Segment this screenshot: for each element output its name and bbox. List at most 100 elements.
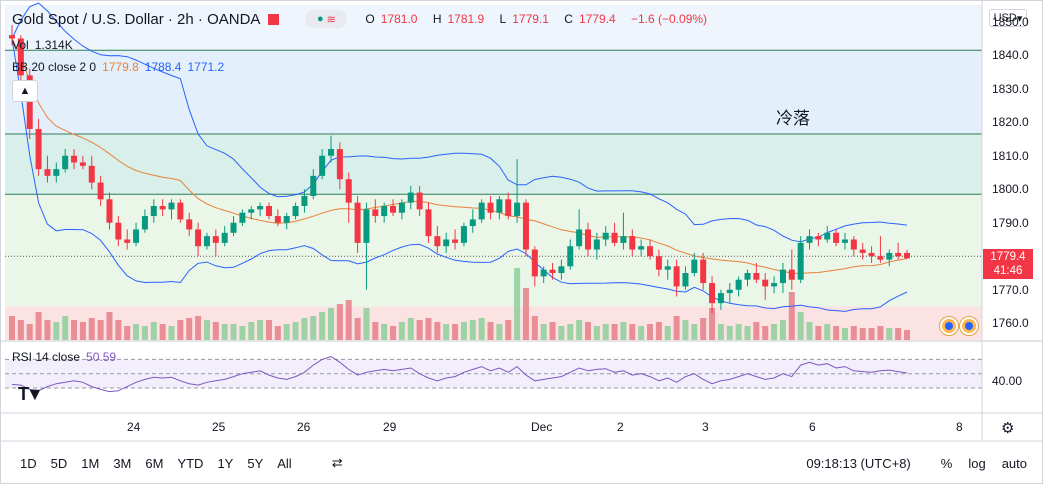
volume-bar — [850, 326, 857, 340]
candle-body — [904, 252, 910, 259]
timeframe-all[interactable]: All — [277, 455, 292, 471]
volume-bar — [79, 322, 86, 340]
symbol-legend[interactable]: Gold Spot / U.S. Dollar · 2h · OANDA ● ≋… — [12, 10, 713, 28]
candle-body — [558, 266, 565, 273]
volume-bar — [833, 326, 840, 340]
timeframe-1m[interactable]: 1M — [81, 455, 100, 471]
volume-bar — [390, 326, 397, 340]
bb-legend[interactable]: BB 20 close 2 0 1779.8 1788.4 1771.2 — [12, 60, 225, 74]
candle-body — [584, 229, 591, 250]
log-toggle[interactable]: log — [968, 455, 986, 471]
volume-bar — [292, 322, 299, 340]
volume-bar — [886, 328, 893, 340]
candle-body — [239, 212, 246, 223]
volume-bar — [859, 328, 866, 340]
rsi-line — [11, 356, 908, 393]
volume-legend[interactable]: Vol 1.314K — [12, 38, 73, 52]
bb-lower-line — [11, 38, 908, 312]
candle-body — [576, 229, 583, 247]
date-range-icon[interactable]: ⇄ — [331, 455, 343, 470]
volume-bar — [638, 326, 645, 340]
time-tick-label: 29 — [383, 420, 397, 434]
candle-body — [478, 202, 485, 220]
price-tick-label: 1840.0 — [992, 48, 1029, 63]
price-tick-label: 1770.0 — [992, 282, 1029, 297]
volume-bar — [673, 316, 680, 340]
candle-body — [647, 246, 654, 257]
candle-body — [868, 252, 875, 257]
candle-body — [850, 239, 857, 250]
volume-bar — [717, 324, 724, 340]
timeframe-3m[interactable]: 3M — [113, 455, 132, 471]
volume-bar — [434, 322, 441, 340]
volume-bar — [141, 326, 148, 340]
rsi-band — [5, 359, 982, 388]
compare-icon[interactable]: ● ≋ — [305, 10, 348, 28]
candle-body — [744, 273, 751, 280]
flag-icon[interactable] — [268, 13, 280, 25]
volume-bar — [682, 320, 689, 340]
gear-icon[interactable]: ⚙ — [1001, 420, 1015, 437]
percent-toggle[interactable]: % — [940, 455, 953, 471]
volume-bar — [62, 316, 69, 340]
timeframe-6m[interactable]: 6M — [145, 455, 164, 471]
earnings-icon[interactable] — [960, 317, 978, 335]
volume-bar — [762, 326, 769, 340]
candle-body — [620, 236, 627, 243]
zone-band — [5, 133, 982, 195]
timeframe-1d[interactable]: 1D — [20, 455, 37, 471]
volume-bar — [283, 324, 290, 340]
volume-bar — [735, 324, 742, 340]
candle-body — [655, 256, 662, 270]
volume-bar — [904, 330, 910, 340]
candle-body — [336, 149, 343, 180]
chart-annotation: 冷落 — [776, 109, 810, 128]
candle-body — [469, 219, 476, 227]
volume-bar — [460, 322, 467, 340]
candle-body — [274, 216, 281, 223]
tradingview-logo-icon[interactable]: T▼ — [18, 384, 44, 404]
timeframe-5y[interactable]: 5Y — [247, 455, 264, 471]
candle-body — [71, 155, 78, 163]
volume-bar — [35, 312, 42, 340]
zone-band — [5, 194, 982, 307]
price-tick-label: 1810.0 — [992, 148, 1029, 163]
candle-body — [611, 232, 618, 243]
volume-bar — [602, 324, 609, 340]
currency-selector[interactable]: USD ▾ — [989, 9, 1027, 27]
candle-body — [248, 209, 255, 213]
candle-body — [593, 239, 600, 250]
volume-bar — [168, 326, 175, 340]
price-tick-label: 1760.0 — [992, 316, 1029, 331]
volume-bar — [354, 318, 361, 340]
candle-body — [354, 202, 361, 243]
volume-bar — [753, 322, 760, 340]
timeframe-ytd[interactable]: YTD — [177, 455, 204, 471]
volume-bar — [540, 324, 547, 340]
symbol-title: Gold Spot / U.S. Dollar · 2h · OANDA — [12, 10, 261, 28]
earnings-icon[interactable] — [940, 317, 958, 335]
candle-body — [292, 206, 299, 217]
rsi-legend[interactable]: RSI 14 close 50.59 — [12, 350, 117, 364]
volume-bar — [221, 324, 228, 340]
auto-toggle[interactable]: auto — [1001, 455, 1027, 471]
timeframe-5d[interactable]: 5D — [50, 455, 68, 471]
bb-upper-line — [11, 2, 908, 243]
volume-bar — [478, 318, 485, 340]
time-tick-label: 8 — [956, 420, 963, 434]
candle-body — [487, 202, 494, 213]
candle-body — [841, 239, 848, 243]
volume-bar — [124, 326, 131, 340]
volume-bar — [203, 320, 210, 340]
candle-body — [363, 209, 370, 243]
candle-body — [673, 266, 680, 287]
candle-body — [345, 179, 352, 203]
bb-basis-line — [11, 38, 908, 275]
chevron-up-icon[interactable]: ▲ — [12, 80, 38, 102]
volume-bar — [177, 320, 184, 340]
timeframe-1y[interactable]: 1Y — [217, 455, 234, 471]
volume-bar — [248, 322, 255, 340]
candle-body — [540, 269, 547, 277]
volume-bar — [319, 312, 326, 340]
